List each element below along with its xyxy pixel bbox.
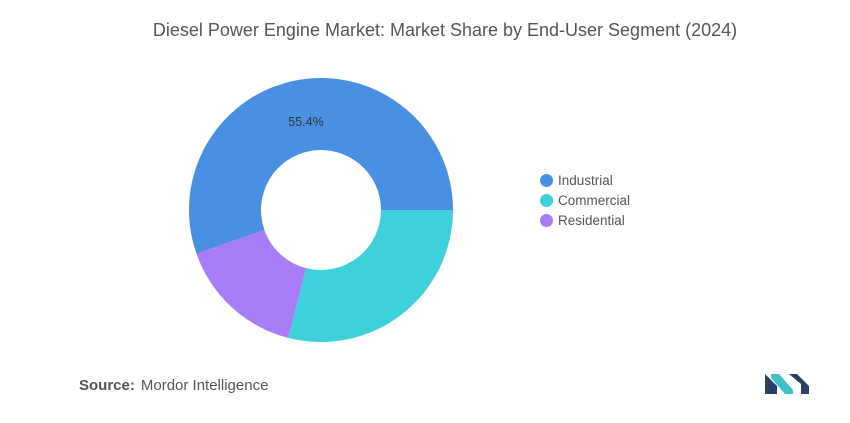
slice-industrial[interactable] [189, 78, 453, 254]
legend-label-commercial: Commercial [558, 192, 631, 208]
legend-swatch-commercial [540, 193, 553, 207]
legend: Industrial Commercial Residential [540, 170, 630, 230]
data-labels: 55.4% [288, 115, 323, 129]
slice-commercial[interactable] [288, 210, 453, 342]
data-label-industrial: 55.4% [288, 115, 323, 129]
source-text: Mordor Intelligence [140, 377, 269, 394]
chart-title: Diesel Power Engine Market: Market Share… [152, 20, 738, 40]
source-label: Source: [79, 377, 135, 394]
logo-right-shape [789, 374, 809, 394]
legend-label-industrial: Industrial [558, 172, 613, 188]
legend-label-residential: Residential [558, 212, 625, 228]
logo-left-shape [765, 374, 777, 394]
source-line: Source: Mordor Intelligence [79, 377, 268, 394]
legend-swatch-residential [540, 213, 553, 227]
legend-item-residential[interactable]: Residential [540, 210, 630, 230]
logo-mid-shape [771, 374, 793, 394]
legend-swatch-industrial [540, 173, 553, 187]
legend-item-industrial[interactable]: Industrial [540, 170, 630, 190]
donut-slices [189, 78, 453, 342]
slice-residential[interactable] [196, 229, 307, 338]
legend-item-commercial[interactable]: Commercial [540, 190, 630, 210]
mordor-intelligence-logo [765, 374, 809, 394]
